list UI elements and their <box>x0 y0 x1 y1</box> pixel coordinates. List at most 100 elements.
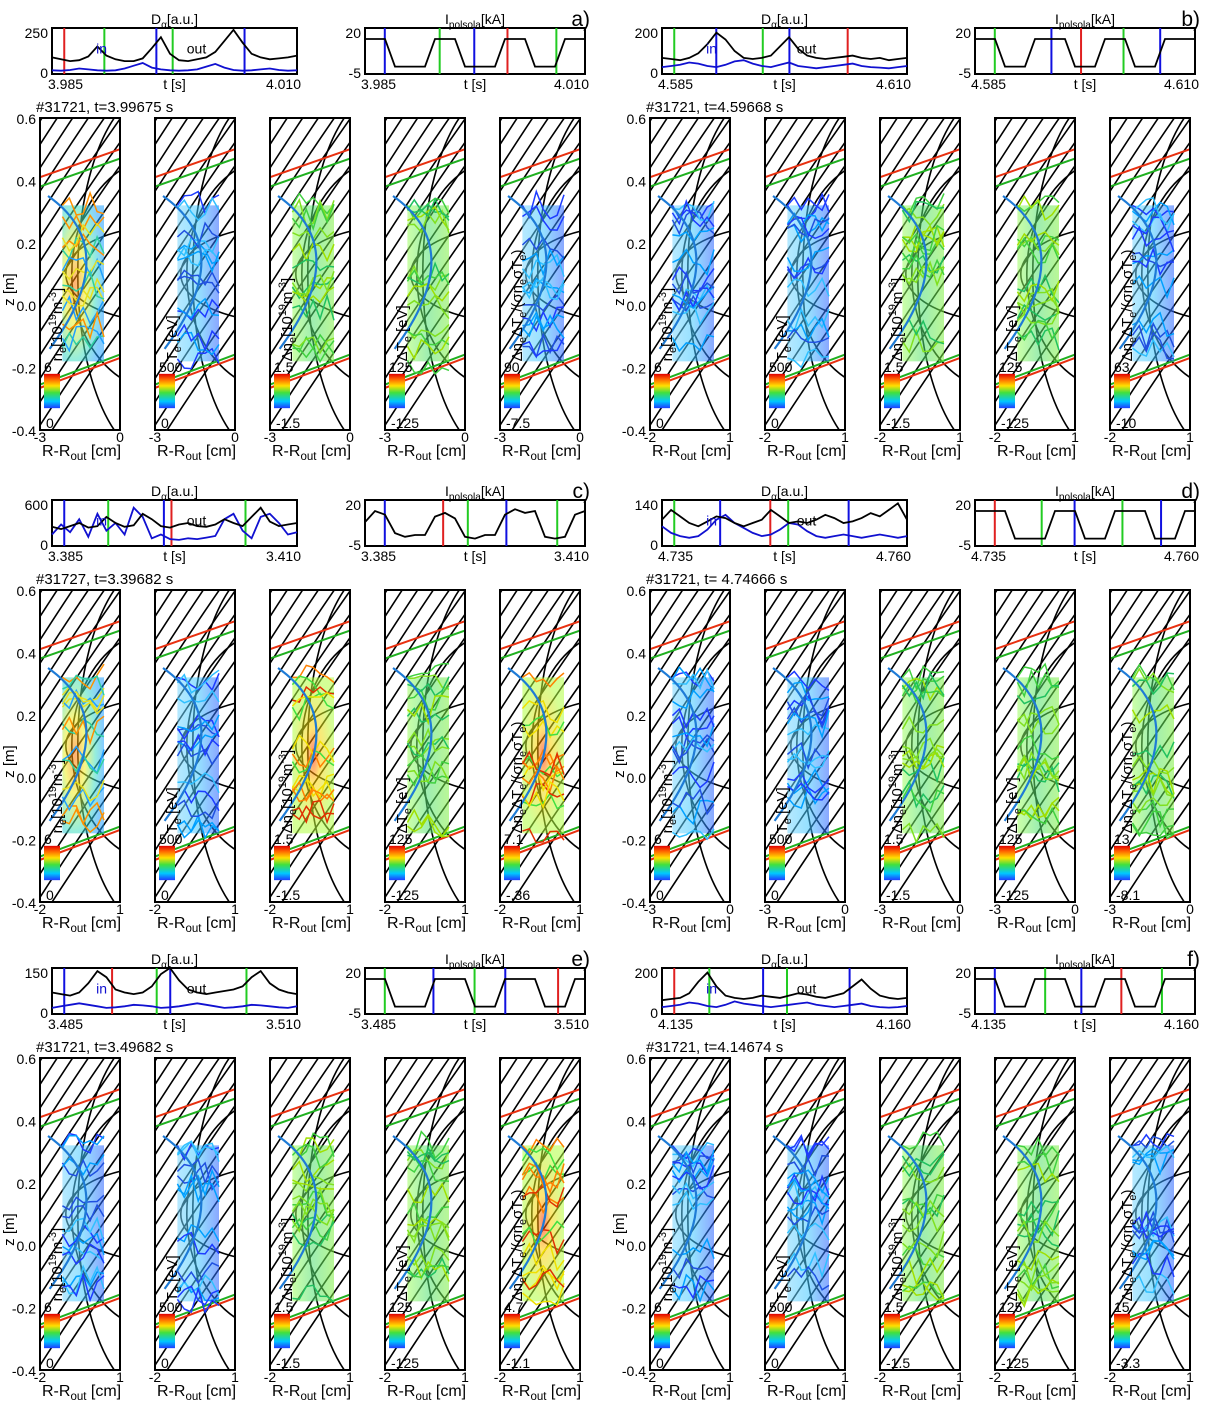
map-5-0-flux-line <box>650 1058 730 1180</box>
map-3-1-xtick-left: -3 <box>759 901 772 917</box>
map-0-2-contour <box>292 293 335 322</box>
map-2-4-flux-line <box>500 590 566 689</box>
map-1-3-separatrix-line <box>995 148 1075 179</box>
map-0-4-colorbar-min: -7.5 <box>506 415 530 431</box>
map-5-2-contour <box>902 1193 945 1215</box>
map-3-1-contour <box>787 745 830 769</box>
map-2-0-colorbar-max: 6 <box>44 831 52 847</box>
map-0-1-colorbar-min: 0 <box>161 415 169 431</box>
map-4-2-contour <box>291 1143 335 1170</box>
map-1-3-flux-line <box>995 118 1014 147</box>
ipol-trace-2-series-out <box>364 508 586 540</box>
map-2-4-quantity-label: ΔneΔTe/(σneσTe) <box>509 722 529 834</box>
map-3-0-xtick-right: 0 <box>726 901 734 917</box>
map-2-2-colorbar-max: 1.5 <box>274 831 294 847</box>
map-1-0-colorbar-max: 6 <box>654 359 662 375</box>
dalpha-trace-4-series-in <box>51 1002 298 1009</box>
map-0-3-flux-line <box>385 118 404 147</box>
map-3-4-flux-line <box>1110 590 1129 619</box>
map-4-3-colorbar <box>389 1313 405 1349</box>
map-3-0-plot-area <box>650 590 730 902</box>
dalpha-trace-1-label-in: in <box>706 40 717 56</box>
map-3-2-colorbar-max: 1.5 <box>884 831 904 847</box>
map-2-0-flux-line <box>51 800 120 902</box>
map-3-4-flux-line <box>1110 590 1144 642</box>
map-3-1-separatrix-line <box>765 620 845 651</box>
map-0-1-colorbar-max: 500 <box>159 359 183 375</box>
map-3-4-xtick-left: -3 <box>1104 901 1117 917</box>
map-3-4-plot-area <box>1110 590 1190 902</box>
map-2-3-flux-line <box>385 612 465 736</box>
map-5-4-guide-curve <box>1117 1135 1158 1290</box>
map-2-1-contour <box>176 813 220 840</box>
map-2-3-colorbar-max: 125 <box>389 831 413 847</box>
map-4-1-flux-line <box>155 1058 174 1087</box>
map-1-0-contour <box>671 334 715 353</box>
map-2-4-frame <box>499 589 581 903</box>
map-4-2-quantity-label: Δne[1019m-3] <box>277 1218 299 1302</box>
map-2-0-separatrix-line <box>40 620 120 651</box>
map-4-3-guide-curve <box>392 1135 433 1290</box>
map-2-2-colorbar-min: -1.5 <box>276 887 300 903</box>
map-0-4-flux-line <box>500 140 580 264</box>
map-0-0-contour <box>61 310 105 341</box>
map-2-2-contour <box>291 773 335 799</box>
map-5-3-guide-curve <box>1002 1135 1043 1290</box>
map-3-2-contour <box>901 744 945 770</box>
map-4-1-separatrix-line <box>155 1088 235 1119</box>
map-4-4-frame <box>499 1057 581 1371</box>
map-5-2-flux-line <box>880 1058 914 1110</box>
map-2-0-limiter-line <box>40 629 120 660</box>
map-4-1-contour <box>176 1161 220 1191</box>
map-4-0-limiter-line <box>40 1097 120 1128</box>
map-0-0-contour <box>61 233 105 256</box>
map-5-2-flux-line <box>880 1058 899 1087</box>
map-1-3-frame <box>994 117 1076 431</box>
map-3-0-separatrix-line <box>650 620 730 651</box>
map-5-4-quantity-label: ΔneΔTe/(σneσTe) <box>1119 1190 1139 1302</box>
map-1-1-flux-line <box>765 304 845 427</box>
map-4-0-contour <box>62 1203 105 1223</box>
map-2-3-contour <box>407 674 450 690</box>
map-3-2-flux-line <box>880 590 914 642</box>
map-5-0-quantity-label: ne[1019m-3] <box>657 1228 679 1302</box>
map-1-0-flux-line <box>650 118 700 193</box>
dalpha-trace-2: 600 03.385 3.410 t [s] Dα[a.u.] in out <box>25 483 302 564</box>
map-0-4-flux-line <box>500 304 580 427</box>
map-0-0-contour <box>61 190 105 216</box>
map-5-3-xlabel: R-Rout [cm] <box>997 1383 1076 1403</box>
map-2-2-contour <box>291 691 335 707</box>
map-5-3-colorbar-min: -125 <box>1001 1355 1029 1371</box>
map-2-0-flux-line <box>40 590 59 619</box>
map-1-2-contour <box>901 200 945 224</box>
map-4-4-xlabel: R-Rout [cm] <box>502 1383 581 1403</box>
map-5-2-contour <box>901 1281 945 1297</box>
map-5-2-flux-line <box>880 1244 960 1367</box>
map-2-0-xtick-right: 1 <box>116 901 124 917</box>
dalpha-trace-2-label-out: out <box>187 512 207 528</box>
map-5-3-limiter-line <box>995 1097 1075 1128</box>
map-4-2-xlabel: R-Rout [cm] <box>272 1383 351 1403</box>
map-4-3-xtick-left: -2 <box>379 1369 392 1385</box>
map-2-4-plot-area <box>500 590 580 902</box>
map-3-1-frame <box>764 589 846 903</box>
map-3-2-flux-line <box>880 776 960 899</box>
map-5-2-xtick-right: 1 <box>956 1369 964 1385</box>
map-3-3-flux-line <box>995 776 1075 899</box>
map-5-1-flux-line <box>765 1058 845 1180</box>
map-4-4-flux-line <box>500 1058 519 1087</box>
map-4-4-separatrix-line <box>500 1088 580 1119</box>
map-3-1-quantity-label: Te [eV] <box>774 787 794 833</box>
map-5-4-contour <box>1132 1132 1175 1150</box>
map-4-3-flux-line <box>385 1244 465 1367</box>
map-5-0-flux-line <box>650 1058 684 1110</box>
map-4-3-quantity-label: ΔTe [eV] <box>394 1245 414 1301</box>
map-4-0-colorbar-max: 6 <box>44 1299 52 1315</box>
map-2-2-flux-line <box>270 590 273 595</box>
map-2-1-flux-line <box>155 590 205 665</box>
dalpha-trace-1: 200 04.585 4.610 t [s] Dα[a.u.] in out <box>635 11 912 92</box>
map-3-0-contour <box>671 736 715 765</box>
map-1-3: 125 -125 ΔTe [eV] -2 1R-Rout [cm] <box>989 117 1079 463</box>
map-5-0-separatrix-line <box>650 1088 730 1119</box>
map-2-4-flux-line <box>500 590 580 712</box>
